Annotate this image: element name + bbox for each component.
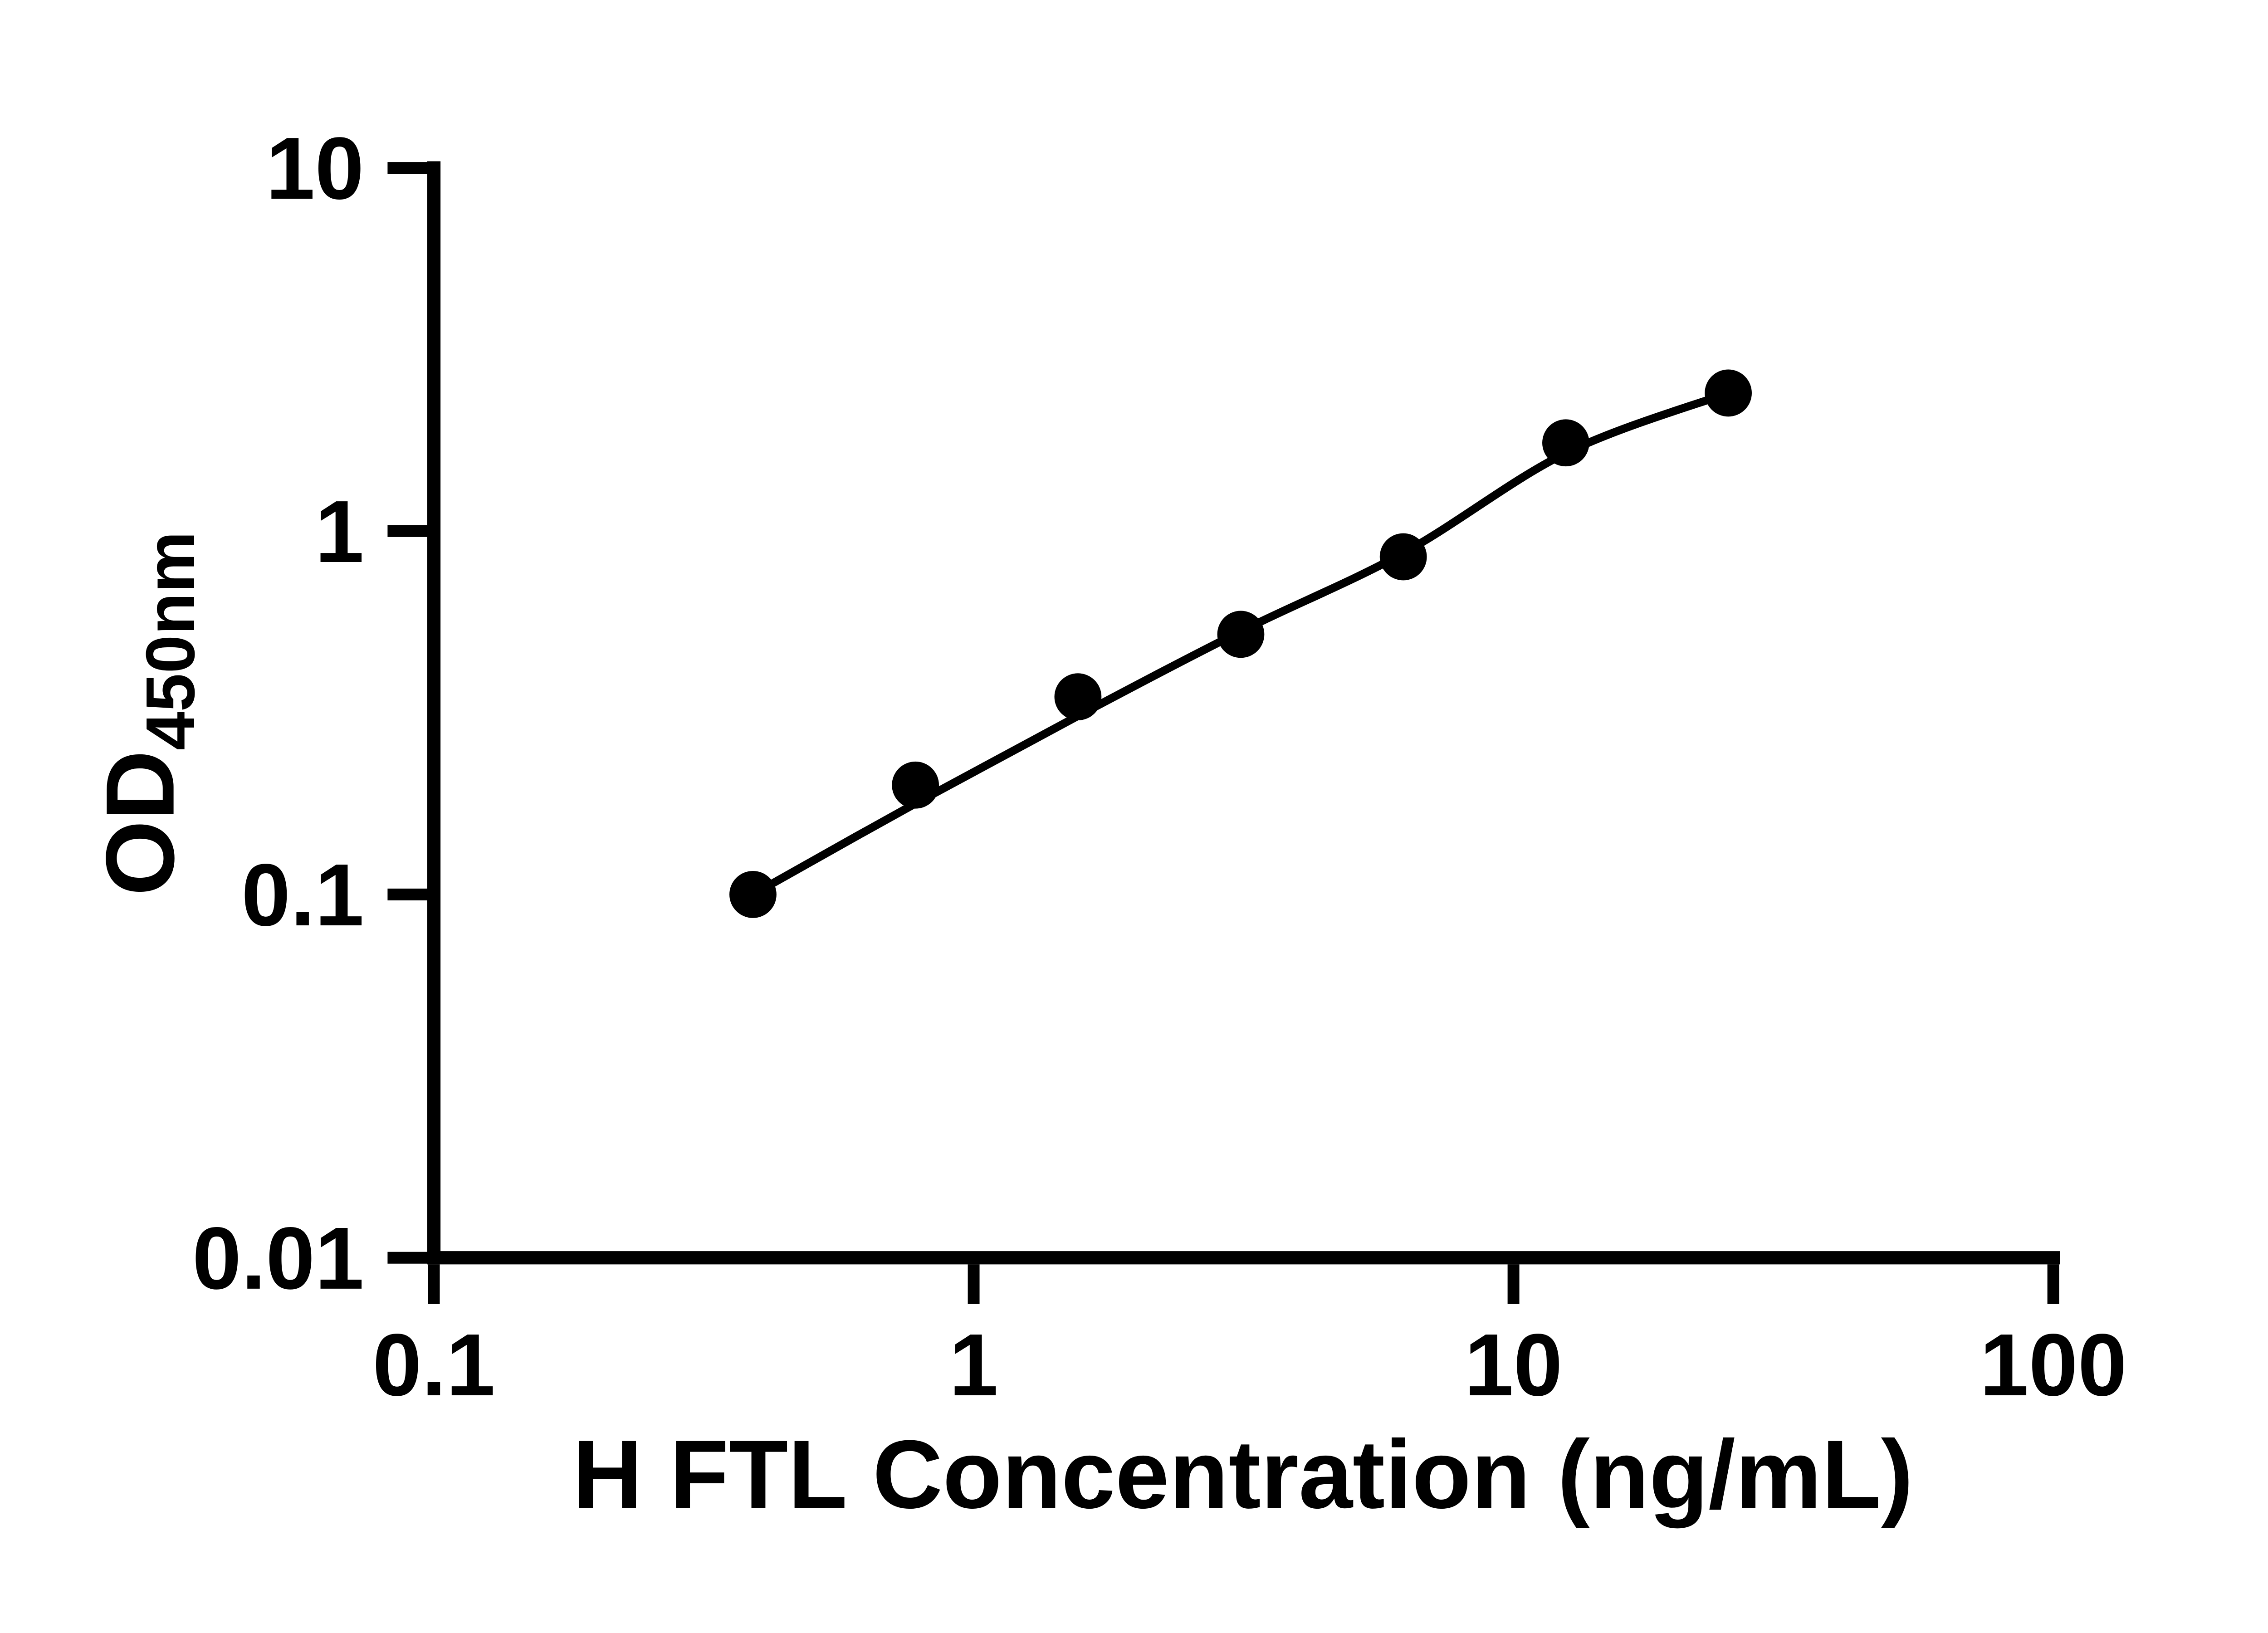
- y-axis-title: OD450nm: [86, 531, 209, 896]
- y-axis-tick-label: 0.01: [192, 1209, 364, 1308]
- axis-ticks: [387, 162, 2059, 1304]
- x-axis-title: H FTL Concentration (ng/mL): [572, 1420, 1913, 1529]
- data-point-marker: [892, 761, 939, 809]
- data-point-marker: [1054, 673, 1102, 721]
- y-axis-tick-label: 0.1: [241, 846, 364, 944]
- x-axis-tick-label: 0.1: [372, 1316, 495, 1414]
- data-point-marker: [1542, 419, 1589, 467]
- y-axis-tick-label: 10: [266, 119, 364, 218]
- axis-spine: [427, 161, 2060, 1265]
- y-axis-title-base: OD: [86, 750, 195, 896]
- data-point-marker: [1379, 533, 1427, 581]
- data-points-layer: [729, 369, 1752, 918]
- y-axis-tick-label: 1: [315, 483, 364, 581]
- y-axis-title-subscript: 450nm: [132, 531, 209, 750]
- data-point-marker: [729, 870, 777, 918]
- x-axis-tick-label: 1: [949, 1316, 998, 1414]
- data-point-marker: [1217, 611, 1265, 658]
- x-axis-tick-label: 10: [1464, 1316, 1562, 1414]
- x-axis-tick-label: 100: [1980, 1316, 2127, 1414]
- data-point-marker: [1705, 369, 1752, 417]
- axes: [427, 161, 2060, 1265]
